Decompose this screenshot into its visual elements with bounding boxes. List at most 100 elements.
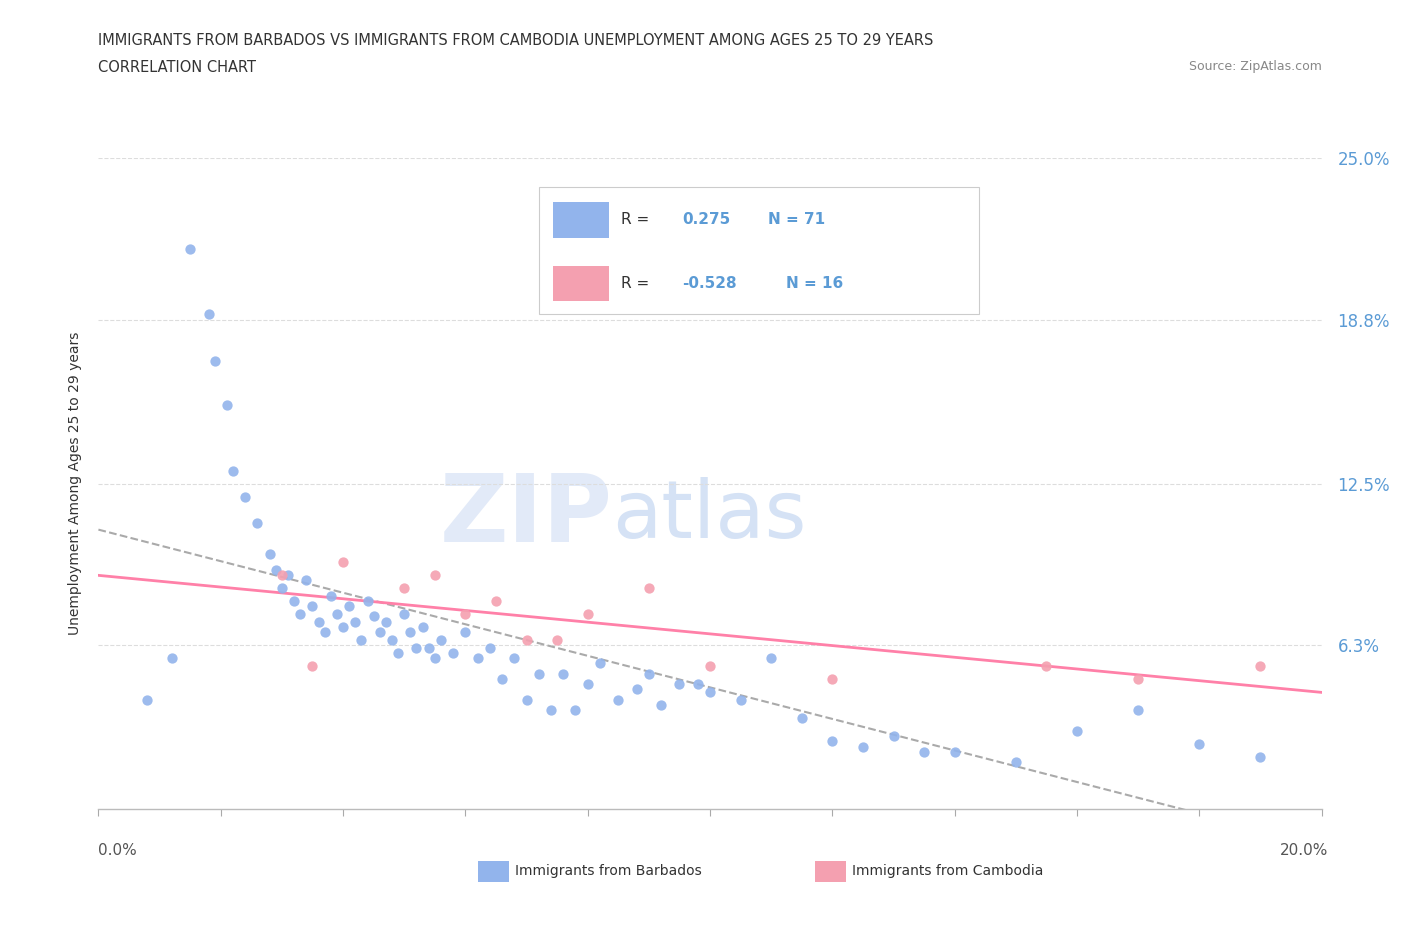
Point — [1249, 750, 1271, 764]
Point — [277, 567, 299, 582]
Text: 0.0%: 0.0% — [98, 844, 138, 858]
Point — [1066, 724, 1088, 738]
Point — [423, 567, 446, 582]
Point — [283, 593, 305, 608]
Point — [350, 632, 373, 647]
Point — [759, 651, 782, 666]
Point — [314, 625, 336, 640]
Point — [423, 651, 446, 666]
Point — [233, 489, 256, 504]
Point — [1128, 671, 1150, 686]
Point — [626, 682, 648, 697]
Text: Immigrants from Cambodia: Immigrants from Cambodia — [852, 864, 1043, 879]
Point — [1004, 755, 1026, 770]
Point — [852, 739, 875, 754]
Point — [650, 698, 672, 712]
Point — [564, 703, 586, 718]
Bar — [554, 202, 609, 237]
Point — [246, 515, 269, 530]
Point — [215, 398, 238, 413]
Text: R =: R = — [620, 275, 654, 290]
Point — [259, 547, 281, 562]
Point — [1249, 658, 1271, 673]
Point — [1035, 658, 1057, 673]
Point — [295, 573, 318, 588]
Text: R =: R = — [620, 212, 654, 227]
Point — [332, 619, 354, 634]
Y-axis label: Unemployment Among Ages 25 to 29 years: Unemployment Among Ages 25 to 29 years — [67, 332, 82, 635]
Point — [319, 588, 342, 603]
Point — [485, 593, 508, 608]
Point — [576, 677, 599, 692]
Text: IMMIGRANTS FROM BARBADOS VS IMMIGRANTS FROM CAMBODIA UNEMPLOYMENT AMONG AGES 25 : IMMIGRANTS FROM BARBADOS VS IMMIGRANTS F… — [98, 33, 934, 47]
Point — [204, 353, 226, 368]
Text: ZIP: ZIP — [439, 471, 612, 562]
Point — [607, 692, 630, 707]
Point — [516, 692, 538, 707]
Text: atlas: atlas — [612, 477, 807, 555]
Point — [160, 651, 183, 666]
Point — [527, 666, 550, 681]
Point — [540, 703, 562, 718]
Point — [301, 658, 323, 673]
Point — [503, 651, 526, 666]
Point — [392, 606, 416, 621]
Point — [454, 625, 477, 640]
Point — [308, 614, 330, 629]
Point — [136, 692, 159, 707]
Point — [912, 744, 935, 759]
Point — [1188, 737, 1211, 751]
Text: Immigrants from Barbados: Immigrants from Barbados — [515, 864, 702, 879]
Point — [264, 562, 287, 577]
Point — [441, 645, 464, 660]
FancyBboxPatch shape — [538, 188, 979, 314]
Point — [576, 606, 599, 621]
Point — [374, 614, 396, 629]
Point — [454, 606, 477, 621]
Text: N = 16: N = 16 — [786, 275, 844, 290]
Point — [1128, 703, 1150, 718]
Point — [270, 580, 292, 595]
Point — [553, 666, 575, 681]
Text: 20.0%: 20.0% — [1281, 844, 1329, 858]
Point — [179, 242, 201, 257]
Point — [387, 645, 409, 660]
Point — [516, 632, 538, 647]
Point — [418, 640, 440, 655]
Point — [270, 567, 292, 582]
Point — [790, 711, 813, 725]
Point — [478, 640, 501, 655]
Point — [356, 593, 378, 608]
Point — [344, 614, 367, 629]
Point — [943, 744, 966, 759]
Point — [290, 606, 312, 621]
Point — [637, 580, 661, 595]
Point — [699, 684, 721, 699]
Point — [197, 307, 219, 322]
Point — [222, 463, 245, 478]
Point — [491, 671, 513, 686]
Point — [730, 692, 752, 707]
Point — [392, 580, 416, 595]
Point — [883, 729, 905, 744]
Point — [301, 599, 323, 614]
Point — [363, 609, 385, 624]
Text: -0.528: -0.528 — [682, 275, 737, 290]
Point — [399, 625, 422, 640]
Point — [430, 632, 453, 647]
Bar — [554, 266, 609, 301]
Point — [637, 666, 661, 681]
Point — [699, 658, 721, 673]
Point — [381, 632, 404, 647]
Point — [821, 734, 844, 749]
Point — [821, 671, 844, 686]
Text: CORRELATION CHART: CORRELATION CHART — [98, 60, 256, 75]
Point — [589, 656, 612, 671]
Point — [686, 677, 709, 692]
Text: N = 71: N = 71 — [768, 212, 825, 227]
Point — [368, 625, 391, 640]
Point — [326, 606, 349, 621]
Point — [467, 651, 489, 666]
Text: 0.275: 0.275 — [682, 212, 730, 227]
Text: Source: ZipAtlas.com: Source: ZipAtlas.com — [1188, 60, 1322, 73]
